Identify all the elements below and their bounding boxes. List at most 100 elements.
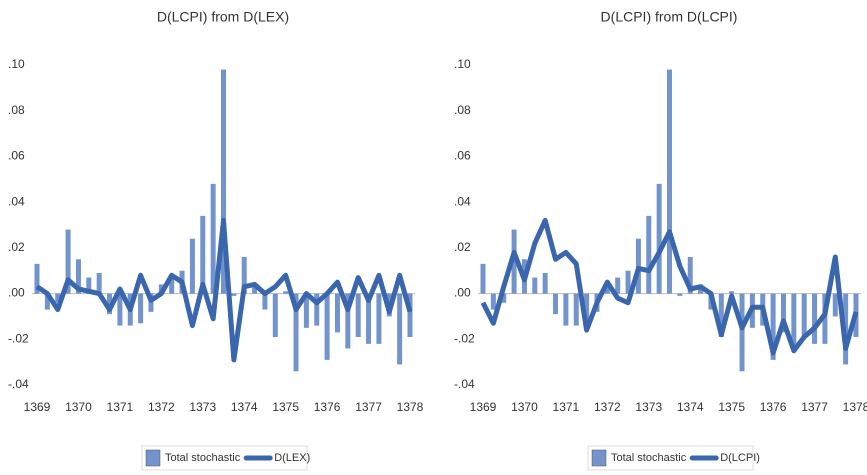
bar <box>501 293 507 303</box>
bar <box>656 183 662 294</box>
bar <box>314 293 320 326</box>
x-tick-label: 1374 <box>231 400 258 414</box>
bar <box>221 69 226 294</box>
x-tick-label: 1376 <box>314 400 341 414</box>
y-tick-label: .02 <box>454 240 471 254</box>
bar <box>667 69 672 294</box>
legend-swatch <box>591 449 607 467</box>
bar <box>490 293 496 310</box>
legend-box <box>141 445 308 471</box>
x-tick-label: 1370 <box>511 400 538 414</box>
line <box>480 217 859 356</box>
bar <box>44 293 50 310</box>
bar <box>86 277 92 294</box>
y-tick-label: .04 <box>454 194 471 208</box>
legend-box <box>587 445 754 471</box>
bar <box>324 293 330 360</box>
y-tick-label: -.04 <box>454 377 475 391</box>
x-tick-label: 1377 <box>355 400 382 414</box>
x-tick-label: 1373 <box>189 400 216 414</box>
bar <box>107 293 113 315</box>
bar <box>293 293 299 372</box>
bar <box>646 215 652 294</box>
bar <box>55 293 61 303</box>
x-tick-label: 1369 <box>24 400 51 414</box>
y-tick-label: .02 <box>8 240 25 254</box>
bar <box>241 257 247 294</box>
x-tick-label: 1378 <box>843 400 867 414</box>
y-tick-label: .10 <box>454 57 471 71</box>
legend-label: Total stochastic <box>165 452 241 464</box>
bar <box>791 293 797 349</box>
bar <box>687 257 693 294</box>
x-tick-label: 1378 <box>397 400 424 414</box>
chart-title: D(LCPI) from D(LEX) <box>157 9 289 25</box>
x-tick-label: 1374 <box>677 400 704 414</box>
bar <box>200 215 206 294</box>
bar <box>252 284 258 294</box>
x-tick-label: 1372 <box>148 400 175 414</box>
bar <box>355 293 361 337</box>
bar <box>210 183 216 294</box>
line <box>35 217 413 363</box>
y-tick-label: .00 <box>454 286 471 300</box>
bar <box>34 263 40 294</box>
y-tick-label: -.02 <box>454 331 475 345</box>
bar <box>169 277 175 294</box>
legend-swatch <box>145 449 161 467</box>
x-tick-label: 1371 <box>107 400 134 414</box>
bar <box>812 293 818 344</box>
bar <box>739 293 745 372</box>
x-tick-label: 1370 <box>65 400 92 414</box>
bar <box>563 293 569 326</box>
bar <box>780 293 786 333</box>
bar <box>718 293 724 337</box>
bar <box>75 259 81 294</box>
bar <box>366 293 372 344</box>
bar <box>832 293 838 317</box>
x-tick-label: 1369 <box>470 400 497 414</box>
bar <box>96 273 102 294</box>
legend-label: Total stochastic <box>611 452 687 464</box>
y-tick-label: .04 <box>8 194 25 208</box>
x-tick-label: 1376 <box>760 400 787 414</box>
x-tick-label: 1372 <box>594 400 621 414</box>
bar <box>625 270 631 294</box>
bar <box>822 293 828 344</box>
y-tick-label: -.04 <box>8 377 29 391</box>
bar <box>376 293 382 344</box>
bar <box>283 291 289 294</box>
x-tick-label: 1373 <box>635 400 662 414</box>
x-tick-label: 1375 <box>718 400 745 414</box>
bar <box>615 277 621 294</box>
bar <box>303 293 309 328</box>
bar <box>677 293 683 296</box>
bar <box>138 293 144 324</box>
y-tick-label: .06 <box>8 149 25 163</box>
y-tick-label: .08 <box>454 103 471 117</box>
bar <box>397 293 403 365</box>
bar <box>770 293 776 360</box>
bar <box>262 293 268 310</box>
y-tick-label: .08 <box>8 103 25 117</box>
bar <box>542 273 548 294</box>
bar <box>553 293 559 315</box>
bar <box>345 293 351 349</box>
bar <box>407 293 413 337</box>
bar <box>231 293 237 296</box>
y-tick-label: .06 <box>454 149 471 163</box>
bar <box>801 293 807 337</box>
y-tick-label: .10 <box>8 57 25 71</box>
legend-label: D(LCPI) <box>720 452 760 464</box>
x-tick-label: 1375 <box>272 400 299 414</box>
chart-title: D(LCPI) from D(LCPI) <box>601 9 738 25</box>
bar <box>334 293 340 333</box>
bar <box>584 293 590 324</box>
bar <box>532 277 538 294</box>
y-tick-label: -.02 <box>8 331 29 345</box>
bar <box>65 229 71 294</box>
y-tick-label: .00 <box>8 286 25 300</box>
bar <box>573 293 579 326</box>
